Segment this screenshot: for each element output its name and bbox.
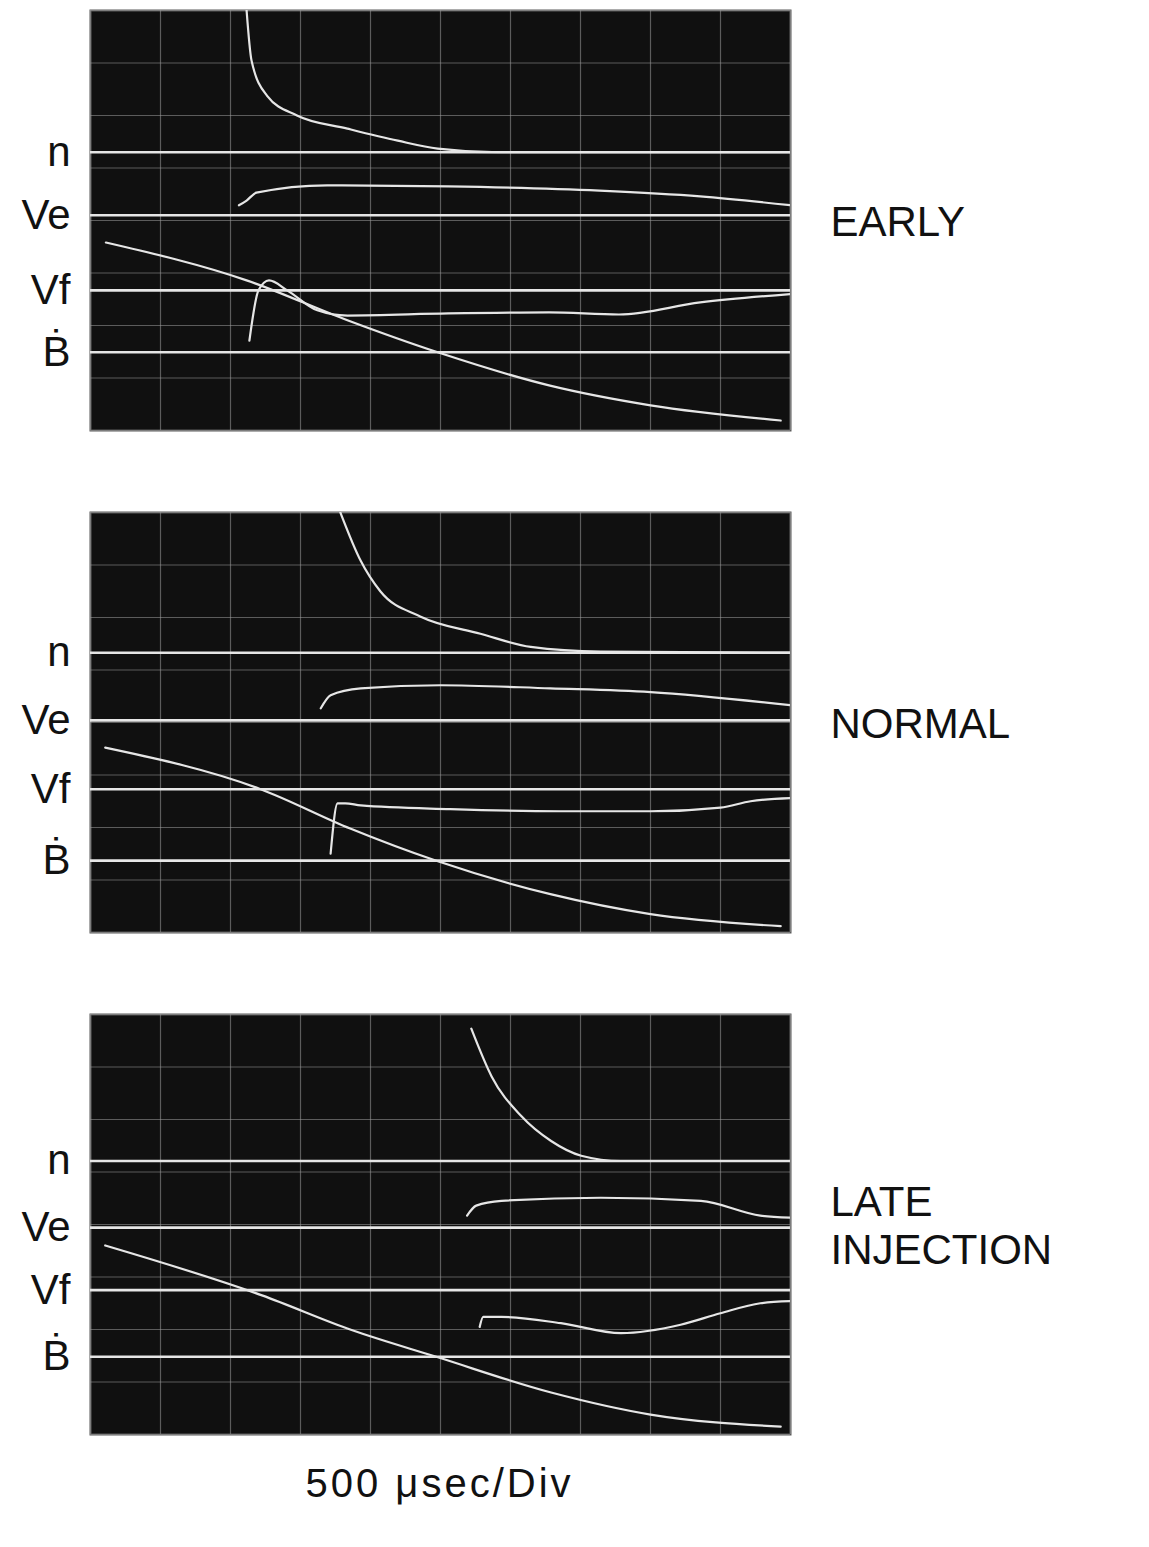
svg-text:Ḃ: Ḃ xyxy=(42,328,70,375)
svg-text:Vf: Vf xyxy=(31,765,71,812)
svg-text:n: n xyxy=(47,628,70,675)
svg-text:Vf: Vf xyxy=(31,266,71,313)
svg-text:Ve: Ve xyxy=(21,696,70,743)
svg-text:n: n xyxy=(47,1136,70,1183)
svg-text:n: n xyxy=(47,128,70,175)
html-text:500 μsec/Div: 500 μsec/Div xyxy=(305,1461,574,1505)
svg-text:Ve: Ve xyxy=(21,191,70,238)
svg-text:Ḃ: Ḃ xyxy=(42,836,70,883)
svg-text:Vf: Vf xyxy=(31,1266,71,1313)
svg-text:EARLY: EARLY xyxy=(831,198,966,245)
svg-text:Ve: Ve xyxy=(21,1203,70,1250)
svg-text:Ḃ: Ḃ xyxy=(42,1332,70,1379)
svg-text:NORMAL: NORMAL xyxy=(831,700,1011,747)
svg-text:LATEINJECTION: LATEINJECTION xyxy=(831,1178,1053,1273)
